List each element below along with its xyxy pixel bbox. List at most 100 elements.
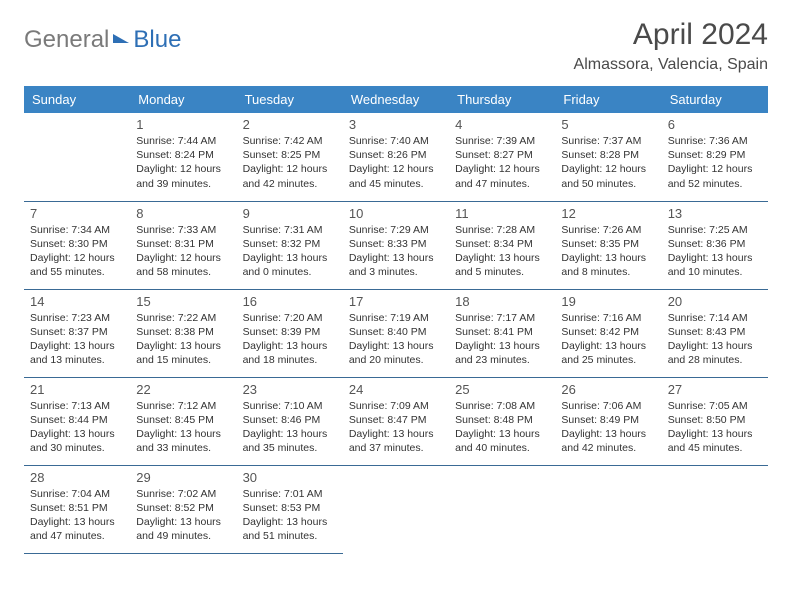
day-number: 9 [243, 206, 337, 221]
calendar-week-row: 14 Sunrise: 7:23 AMSunset: 8:37 PMDayligh… [24, 289, 768, 377]
calendar-day-cell: 15 Sunrise: 7:22 AMSunset: 8:38 PMDayligh… [130, 289, 236, 377]
day-info: Sunrise: 7:17 AMSunset: 8:41 PMDaylight:… [455, 311, 549, 368]
day-info: Sunrise: 7:36 AMSunset: 8:29 PMDaylight:… [668, 134, 762, 191]
day-number: 7 [30, 206, 124, 221]
day-number: 5 [561, 117, 655, 132]
calendar-day-cell: 30Sunrise: 7:01 AMSunset: 8:53 PMDayligh… [237, 465, 343, 553]
day-info: Sunrise: 7:22 AMSunset: 8:38 PMDaylight:… [136, 311, 230, 368]
day-number: 19 [561, 294, 655, 309]
day-info: Sunrise: 7:16 AMSunset: 8:42 PMDaylight:… [561, 311, 655, 368]
day-info: Sunrise: 7:14 AMSunset: 8:43 PMDaylight:… [668, 311, 762, 368]
day-number: 27 [668, 382, 762, 397]
calendar-day-cell: 24 Sunrise: 7:09 AMSunset: 8:47 PMDayligh… [343, 377, 449, 465]
day-info: Sunrise: 7:26 AMSunset: 8:35 PMDaylight:… [561, 223, 655, 280]
calendar-day-cell: 13Sunrise: 7:25 AMSunset: 8:36 PMDayligh… [662, 201, 768, 289]
calendar-day-cell: 9 Sunrise: 7:31 AMSunset: 8:32 PMDaylight… [237, 201, 343, 289]
calendar-day-cell: 17 Sunrise: 7:19 AMSunset: 8:40 PMDayligh… [343, 289, 449, 377]
day-number: 12 [561, 206, 655, 221]
day-info: Sunrise: 7:34 AMSunset: 8:30 PMDaylight:… [30, 223, 124, 280]
calendar-day-cell: 18 Sunrise: 7:17 AMSunset: 8:41 PMDayligh… [449, 289, 555, 377]
day-number: 26 [561, 382, 655, 397]
day-info: Sunrise: 7:28 AMSunset: 8:34 PMDaylight:… [455, 223, 549, 280]
weekday-header: Monday [130, 86, 236, 113]
day-info: Sunrise: 7:37 AMSunset: 8:28 PMDaylight:… [561, 134, 655, 191]
calendar-day-cell: 28 Sunrise: 7:04 AMSunset: 8:51 PMDayligh… [24, 465, 130, 553]
day-number: 17 [349, 294, 443, 309]
logo-text-general: General [24, 26, 109, 54]
calendar-day-cell: 7 Sunrise: 7:34 AMSunset: 8:30 PMDaylight… [24, 201, 130, 289]
day-info: Sunrise: 7:09 AMSunset: 8:47 PMDaylight:… [349, 399, 443, 456]
day-info: Sunrise: 7:33 AMSunset: 8:31 PMDaylight:… [136, 223, 230, 280]
calendar-day-cell: 27Sunrise: 7:05 AMSunset: 8:50 PMDayligh… [662, 377, 768, 465]
calendar-day-cell: 16 Sunrise: 7:20 AMSunset: 8:39 PMDayligh… [237, 289, 343, 377]
calendar-day-cell [449, 465, 555, 553]
day-number: 10 [349, 206, 443, 221]
calendar-day-cell: 14 Sunrise: 7:23 AMSunset: 8:37 PMDayligh… [24, 289, 130, 377]
day-info: Sunrise: 7:02 AMSunset: 8:52 PMDaylight:… [136, 487, 230, 544]
day-info: Sunrise: 7:12 AMSunset: 8:45 PMDaylight:… [136, 399, 230, 456]
day-number: 15 [136, 294, 230, 309]
day-number: 25 [455, 382, 549, 397]
month-title: April 2024 [574, 18, 768, 52]
day-info: Sunrise: 7:23 AMSunset: 8:37 PMDaylight:… [30, 311, 124, 368]
header: General Blue April 2024 Almassora, Valen… [24, 18, 768, 74]
calendar-day-cell: 23Sunrise: 7:10 AMSunset: 8:46 PMDayligh… [237, 377, 343, 465]
day-number: 11 [455, 206, 549, 221]
day-number: 8 [136, 206, 230, 221]
calendar-week-row: 7 Sunrise: 7:34 AMSunset: 8:30 PMDaylight… [24, 201, 768, 289]
weekday-header: Wednesday [343, 86, 449, 113]
calendar-day-cell [555, 465, 661, 553]
day-number: 22 [136, 382, 230, 397]
day-number: 30 [243, 470, 337, 485]
weekday-header: Sunday [24, 86, 130, 113]
calendar-day-cell: 29 Sunrise: 7:02 AMSunset: 8:52 PMDayligh… [130, 465, 236, 553]
calendar-day-cell: 5 Sunrise: 7:37 AMSunset: 8:28 PMDaylight… [555, 113, 661, 201]
day-number: 20 [668, 294, 762, 309]
day-info: Sunrise: 7:20 AMSunset: 8:39 PMDaylight:… [243, 311, 337, 368]
logo-triangle-icon [113, 34, 129, 43]
day-number: 24 [349, 382, 443, 397]
day-info: Sunrise: 7:29 AMSunset: 8:33 PMDaylight:… [349, 223, 443, 280]
calendar-day-cell: 11 Sunrise: 7:28 AMSunset: 8:34 PMDayligh… [449, 201, 555, 289]
day-info: Sunrise: 7:44 AMSunset: 8:24 PMDaylight:… [136, 134, 230, 191]
day-number: 29 [136, 470, 230, 485]
calendar-day-cell: 10 Sunrise: 7:29 AMSunset: 8:33 PMDayligh… [343, 201, 449, 289]
day-number: 21 [30, 382, 124, 397]
calendar-day-cell: 22 Sunrise: 7:12 AMSunset: 8:45 PMDayligh… [130, 377, 236, 465]
calendar-day-cell: 26 Sunrise: 7:06 AMSunset: 8:49 PMDayligh… [555, 377, 661, 465]
weekday-header: Thursday [449, 86, 555, 113]
day-info: Sunrise: 7:42 AMSunset: 8:25 PMDaylight:… [243, 134, 337, 191]
calendar-day-cell: 8 Sunrise: 7:33 AMSunset: 8:31 PMDaylight… [130, 201, 236, 289]
day-info: Sunrise: 7:40 AMSunset: 8:26 PMDaylight:… [349, 134, 443, 191]
day-info: Sunrise: 7:13 AMSunset: 8:44 PMDaylight:… [30, 399, 124, 456]
day-number: 16 [243, 294, 337, 309]
day-number: 23 [243, 382, 337, 397]
calendar-week-row: 21 Sunrise: 7:13 AMSunset: 8:44 PMDayligh… [24, 377, 768, 465]
location: Almassora, Valencia, Spain [574, 56, 768, 74]
day-number: 14 [30, 294, 124, 309]
day-number: 4 [455, 117, 549, 132]
calendar-day-cell [662, 465, 768, 553]
day-info: Sunrise: 7:04 AMSunset: 8:51 PMDaylight:… [30, 487, 124, 544]
day-info: Sunrise: 7:06 AMSunset: 8:49 PMDaylight:… [561, 399, 655, 456]
day-number: 28 [30, 470, 124, 485]
calendar-day-cell: 20 Sunrise: 7:14 AMSunset: 8:43 PMDayligh… [662, 289, 768, 377]
day-number: 1 [136, 117, 230, 132]
header-right: April 2024 Almassora, Valencia, Spain [574, 18, 768, 74]
day-info: Sunrise: 7:19 AMSunset: 8:40 PMDaylight:… [349, 311, 443, 368]
calendar-day-cell: 12 Sunrise: 7:26 AMSunset: 8:35 PMDayligh… [555, 201, 661, 289]
weekday-header-row: Sunday Monday Tuesday Wednesday Thursday… [24, 86, 768, 113]
calendar-week-row: 1 Sunrise: 7:44 AMSunset: 8:24 PMDaylight… [24, 113, 768, 201]
logo-text-blue: Blue [133, 26, 181, 54]
calendar-day-cell: 1 Sunrise: 7:44 AMSunset: 8:24 PMDaylight… [130, 113, 236, 201]
calendar-day-cell: 25Sunrise: 7:08 AMSunset: 8:48 PMDayligh… [449, 377, 555, 465]
day-info: Sunrise: 7:39 AMSunset: 8:27 PMDaylight:… [455, 134, 549, 191]
day-info: Sunrise: 7:31 AMSunset: 8:32 PMDaylight:… [243, 223, 337, 280]
calendar-day-cell: 6Sunrise: 7:36 AMSunset: 8:29 PMDaylight… [662, 113, 768, 201]
day-number: 13 [668, 206, 762, 221]
calendar-day-cell: 4 Sunrise: 7:39 AMSunset: 8:27 PMDaylight… [449, 113, 555, 201]
logo: General Blue [24, 18, 181, 54]
day-number: 18 [455, 294, 549, 309]
calendar-day-cell [24, 113, 130, 201]
day-number: 2 [243, 117, 337, 132]
